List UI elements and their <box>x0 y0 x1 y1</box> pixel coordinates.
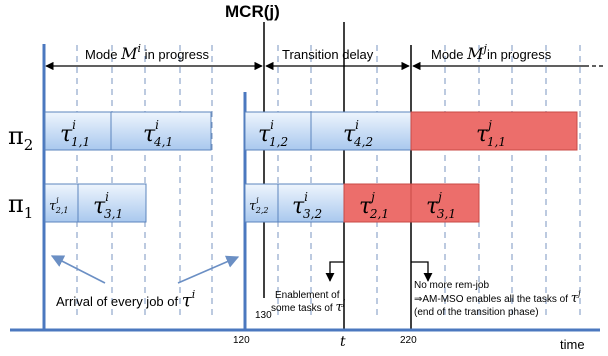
norem-annotation-line2: ⇒AM-MSO enables all the tasks of τj <box>414 289 581 306</box>
tick-120: 120 <box>233 335 250 346</box>
task-label: τj 1,1 <box>476 118 506 149</box>
boundary-lines <box>42 22 412 330</box>
enablement-arrow <box>325 261 433 282</box>
task-box <box>244 111 312 151</box>
task-box <box>44 183 79 223</box>
header-transition: Transition delay <box>282 47 374 62</box>
task-box <box>110 111 212 151</box>
task-label: τi 3,2 <box>292 190 322 221</box>
arrival-annotation: Arrival of every job of τi <box>56 288 195 311</box>
tick-t: t <box>340 334 346 350</box>
task-label: τi 2,2 <box>249 196 269 215</box>
task-box <box>310 111 412 151</box>
row-pi1: τi 2,1 τi 3,1 τi 2,2 τi 3,2 τj 2,1 τj 3,1 <box>44 183 480 223</box>
enablement-annotation-line1: Enablement of <box>275 290 340 301</box>
tick-130: 130 <box>255 310 272 321</box>
task-box-red <box>410 111 578 151</box>
task-label: τi 2,1 <box>49 196 69 215</box>
task-label: τi 3,1 <box>93 190 123 221</box>
task-box <box>77 183 147 223</box>
row-pi2: τi 1,1 τi 4,1 τi 1,2 τi 4,2 τj 1,1 <box>44 111 578 151</box>
title: MCR(j) <box>225 2 280 21</box>
header-mode-j: Mode Mjin progress <box>431 42 552 63</box>
task-box <box>277 183 345 223</box>
grid-lines <box>76 45 581 318</box>
processor-label-pi1: π1 <box>8 190 33 222</box>
task-box <box>244 183 279 223</box>
task-label: τj 3,1 <box>426 190 456 221</box>
header-mode-i: Mode Mi in progress <box>85 42 209 63</box>
task-box-red <box>410 183 480 223</box>
norem-annotation-line3: (end of the transition phase) <box>414 307 539 318</box>
task-label: τi 4,1 <box>143 118 173 149</box>
task-label: τi 4,2 <box>343 118 373 149</box>
task-label: τi 1,2 <box>258 118 288 149</box>
task-box-red <box>343 183 412 223</box>
task-box <box>44 111 112 151</box>
enablement-annotation-line2: some tasks of τj <box>271 298 346 315</box>
task-label: τj 2,1 <box>359 190 389 221</box>
axis-label-time: time <box>560 337 585 352</box>
task-label: τi 1,1 <box>60 118 90 149</box>
processor-label-pi2: π2 <box>8 122 33 154</box>
arrival-arrows <box>50 255 240 284</box>
tick-220: 220 <box>400 335 417 346</box>
norem-annotation-line1: No more rem-job <box>414 280 489 291</box>
